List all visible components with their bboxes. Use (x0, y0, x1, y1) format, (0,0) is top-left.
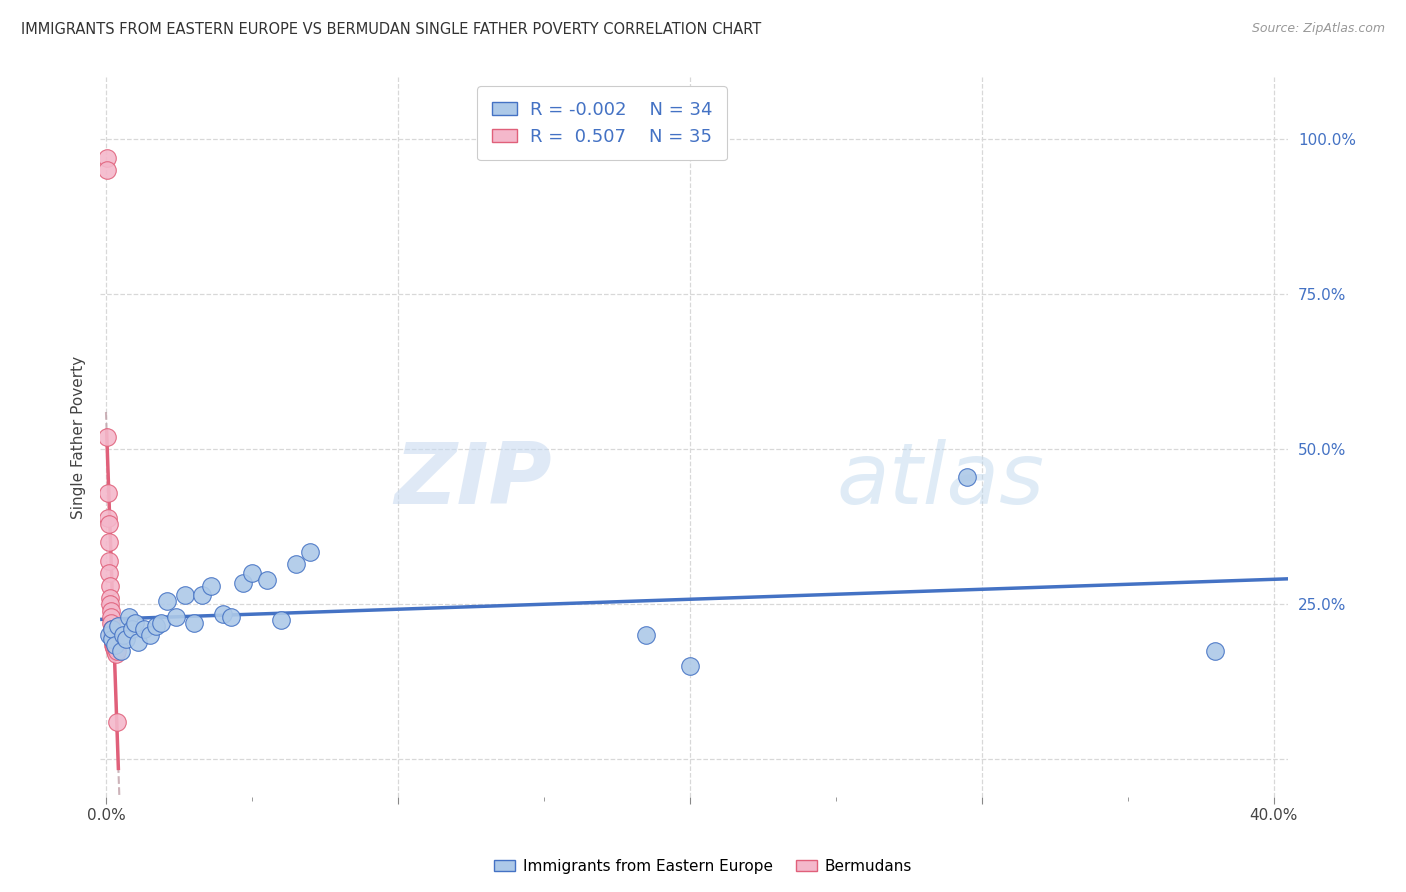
Point (284, 557, 307, 571)
Point (105, 647, 128, 661)
Y-axis label: Single Father Poverty: Single Father Poverty (72, 356, 86, 518)
Point (105, 640, 128, 655)
Point (183, 616, 205, 631)
Point (156, 594, 179, 608)
Point (107, 619, 129, 633)
Point (104, 632, 127, 646)
Point (145, 619, 167, 633)
Legend: Immigrants from Eastern Europe, Bermudans: Immigrants from Eastern Europe, Bermudan… (488, 853, 918, 880)
Point (100, 622, 122, 636)
Point (104, 638, 127, 652)
Point (98, 566, 121, 581)
Point (270, 613, 292, 627)
Point (103, 638, 125, 652)
Point (150, 616, 173, 631)
Point (139, 628, 162, 642)
Point (299, 545, 322, 559)
Point (96, 430, 118, 444)
Point (103, 634, 125, 648)
Point (101, 628, 124, 642)
Point (97, 628, 120, 642)
Point (240, 566, 263, 581)
Point (100, 616, 122, 631)
Point (103, 632, 125, 646)
Point (256, 573, 278, 587)
Point (101, 632, 124, 646)
Point (97, 486, 120, 500)
Point (98, 579, 121, 593)
Point (97, 516, 120, 531)
Point (101, 622, 124, 636)
Point (101, 632, 124, 646)
Point (634, 628, 657, 642)
Text: atlas: atlas (837, 439, 1045, 522)
Point (956, 470, 979, 484)
Point (110, 644, 132, 658)
Point (98, 554, 121, 568)
Point (98, 598, 121, 612)
Point (173, 588, 195, 602)
Point (97, 535, 120, 549)
Point (103, 638, 125, 652)
Text: IMMIGRANTS FROM EASTERN EUROPE VS BERMUDAN SINGLE FATHER POVERTY CORRELATION CHA: IMMIGRANTS FROM EASTERN EUROPE VS BERMUD… (21, 22, 761, 37)
Point (112, 628, 135, 642)
Point (103, 640, 125, 655)
Point (100, 610, 122, 624)
Point (118, 610, 141, 624)
Point (101, 634, 124, 648)
Legend: R = -0.002    N = 34, R =  0.507    N = 35: R = -0.002 N = 34, R = 0.507 N = 35 (478, 87, 727, 161)
Point (105, 715, 128, 730)
Point (105, 644, 128, 658)
Point (679, 659, 702, 673)
Point (200, 579, 222, 593)
Text: Source: ZipAtlas.com: Source: ZipAtlas.com (1251, 22, 1385, 36)
Text: ZIP: ZIP (394, 439, 551, 522)
Point (221, 610, 243, 624)
Point (101, 622, 124, 636)
Point (98, 591, 121, 606)
Point (100, 604, 122, 618)
Point (104, 638, 127, 652)
Point (96, 151, 118, 165)
Point (101, 628, 124, 642)
Point (1204, 644, 1226, 658)
Point (127, 634, 149, 648)
Point (124, 616, 146, 631)
Point (97, 510, 120, 524)
Point (104, 638, 127, 652)
Point (132, 622, 155, 636)
Point (121, 622, 143, 636)
Point (165, 610, 187, 624)
Point (232, 575, 254, 590)
Point (115, 632, 138, 646)
Point (211, 607, 233, 621)
Point (96, 163, 118, 178)
Point (104, 644, 127, 658)
Point (104, 640, 127, 655)
Point (191, 588, 214, 602)
